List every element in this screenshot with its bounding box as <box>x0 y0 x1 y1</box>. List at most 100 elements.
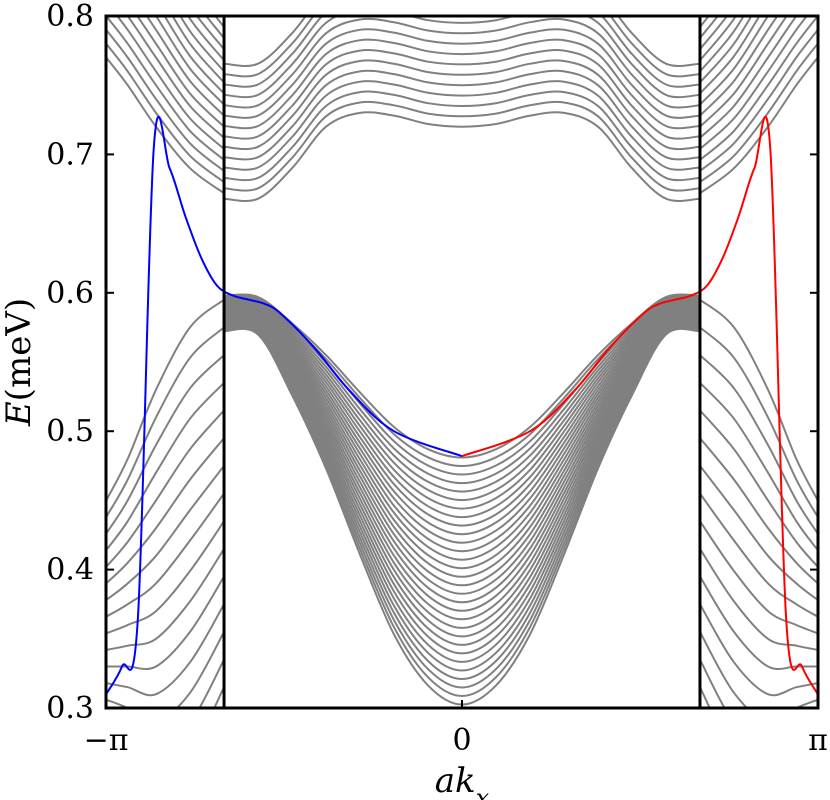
valence-edge-band-line <box>106 326 225 518</box>
valence-edge-band-line <box>106 298 225 501</box>
conduction-edge-band-line <box>699 43 818 183</box>
band-lines <box>106 16 818 800</box>
valence-edge-band-line <box>699 631 818 708</box>
x-tick-label: π <box>808 723 828 758</box>
valence-band-line <box>223 314 701 612</box>
conduction-band-line <box>223 69 701 161</box>
x-tick-label: 0 <box>452 723 471 758</box>
conduction-edge-band-line <box>699 16 770 106</box>
valence-band-line <box>223 310 701 578</box>
x-axis-ticks: −π 0 π <box>84 700 828 758</box>
valence-edge-band-line <box>106 631 225 708</box>
conduction-edge-band-line <box>699 29 818 172</box>
valence-band-line <box>223 306 701 553</box>
conduction-edge-band-line <box>699 16 798 139</box>
x-tick-label: −π <box>84 723 129 758</box>
valence-band-line <box>223 319 701 646</box>
valence-band-line <box>223 301 701 519</box>
valence-band-line <box>223 307 701 561</box>
valence-edge-band-line <box>699 575 818 671</box>
valence-band-line <box>223 313 701 604</box>
y-axis-ticks: 0.3 0.4 0.5 0.6 0.7 0.8 <box>46 0 818 726</box>
conduction-edge-band-line <box>699 16 761 95</box>
valence-band-line <box>223 299 701 502</box>
valence-band-line <box>223 320 701 655</box>
valence-band-line <box>223 297 701 485</box>
conduction-edge-band-line <box>136 16 225 128</box>
valence-band-line <box>223 318 701 638</box>
conduction-edge-band-line <box>699 16 779 117</box>
valence-edge-band-line <box>699 354 818 535</box>
valence-band-line <box>223 316 701 621</box>
valence-edge-band-line <box>106 409 225 568</box>
valence-band-line <box>223 312 701 595</box>
conduction-edge-band-line <box>186 16 225 61</box>
conduction-edge-band-line <box>699 16 818 161</box>
valence-band-line <box>223 321 701 663</box>
conduction-band-line <box>223 80 701 171</box>
conduction-edge-band-line <box>126 16 225 139</box>
edge-state-line <box>106 115 463 695</box>
y-tick-label: 0.7 <box>46 137 94 172</box>
valence-band-line <box>223 295 701 476</box>
y-tick-label: 0.8 <box>46 0 94 34</box>
conduction-edge-band-line <box>179 16 225 73</box>
valence-band-line <box>223 326 701 698</box>
y-tick-label: 0.5 <box>46 414 94 449</box>
valence-edge-band-line <box>699 603 818 697</box>
valence-edge-band-line <box>106 354 225 535</box>
conduction-band-line <box>223 59 701 151</box>
conduction-edge-band-line <box>163 16 225 95</box>
valence-band-line <box>223 317 701 629</box>
valence-band-line <box>223 323 701 672</box>
edge-state-lines <box>106 115 818 695</box>
conduction-band-line <box>223 49 701 140</box>
x-axis-label: akx <box>435 761 490 800</box>
valence-band-line <box>223 324 701 681</box>
conduction-band-line <box>223 111 701 202</box>
valence-edge-band-line <box>700 715 818 800</box>
conduction-band-line <box>223 16 701 78</box>
valence-edge-band-line <box>699 686 711 708</box>
conduction-edge-band-line <box>115 16 225 150</box>
conduction-band-line <box>223 100 701 192</box>
valence-band-line <box>223 300 701 510</box>
y-tick-label: 0.4 <box>46 553 94 588</box>
valence-edge-band-line <box>699 437 818 585</box>
y-tick-label: 0.3 <box>46 691 94 726</box>
valence-edge-band-line <box>699 465 818 601</box>
conduction-band-line <box>223 28 701 119</box>
conduction-edge-band-line <box>699 16 753 84</box>
conduction-band-line <box>223 17 701 109</box>
conduction-edge-band-line <box>699 16 745 73</box>
valence-edge-band-line <box>106 492 225 618</box>
valence-edge-band-line <box>106 465 225 601</box>
conduction-band-line <box>223 16 701 88</box>
conduction-edge-band-line <box>699 16 809 150</box>
valence-band-line <box>223 303 701 527</box>
plot-frame <box>104 14 820 710</box>
valence-edge-band-line <box>699 382 818 551</box>
valence-band-line <box>223 298 701 493</box>
vertical-markers <box>222 16 702 708</box>
edge-state-line <box>461 115 818 695</box>
valence-edge-band-line <box>106 575 225 671</box>
y-axis-label: E(meV) <box>0 298 39 427</box>
conduction-edge-band-line <box>154 16 225 106</box>
conduction-edge-band-line <box>195 16 225 50</box>
valence-edge-band-line <box>699 520 818 635</box>
conduction-edge-band-line <box>106 43 225 183</box>
valence-edge-band-line <box>699 548 818 651</box>
conduction-edge-band-line <box>699 16 729 50</box>
valence-edge-band-line <box>699 298 818 501</box>
valence-edge-band-line <box>106 603 225 697</box>
conduction-band-line <box>223 16 701 67</box>
valence-band-line <box>223 311 701 587</box>
conduction-band-line <box>223 16 701 99</box>
conduction-edge-band-line <box>699 16 738 61</box>
conduction-edge-band-line <box>204 16 225 39</box>
valence-edge-band-line <box>198 659 225 708</box>
valence-band-line <box>223 293 701 459</box>
valence-edge-band-line <box>699 492 818 618</box>
